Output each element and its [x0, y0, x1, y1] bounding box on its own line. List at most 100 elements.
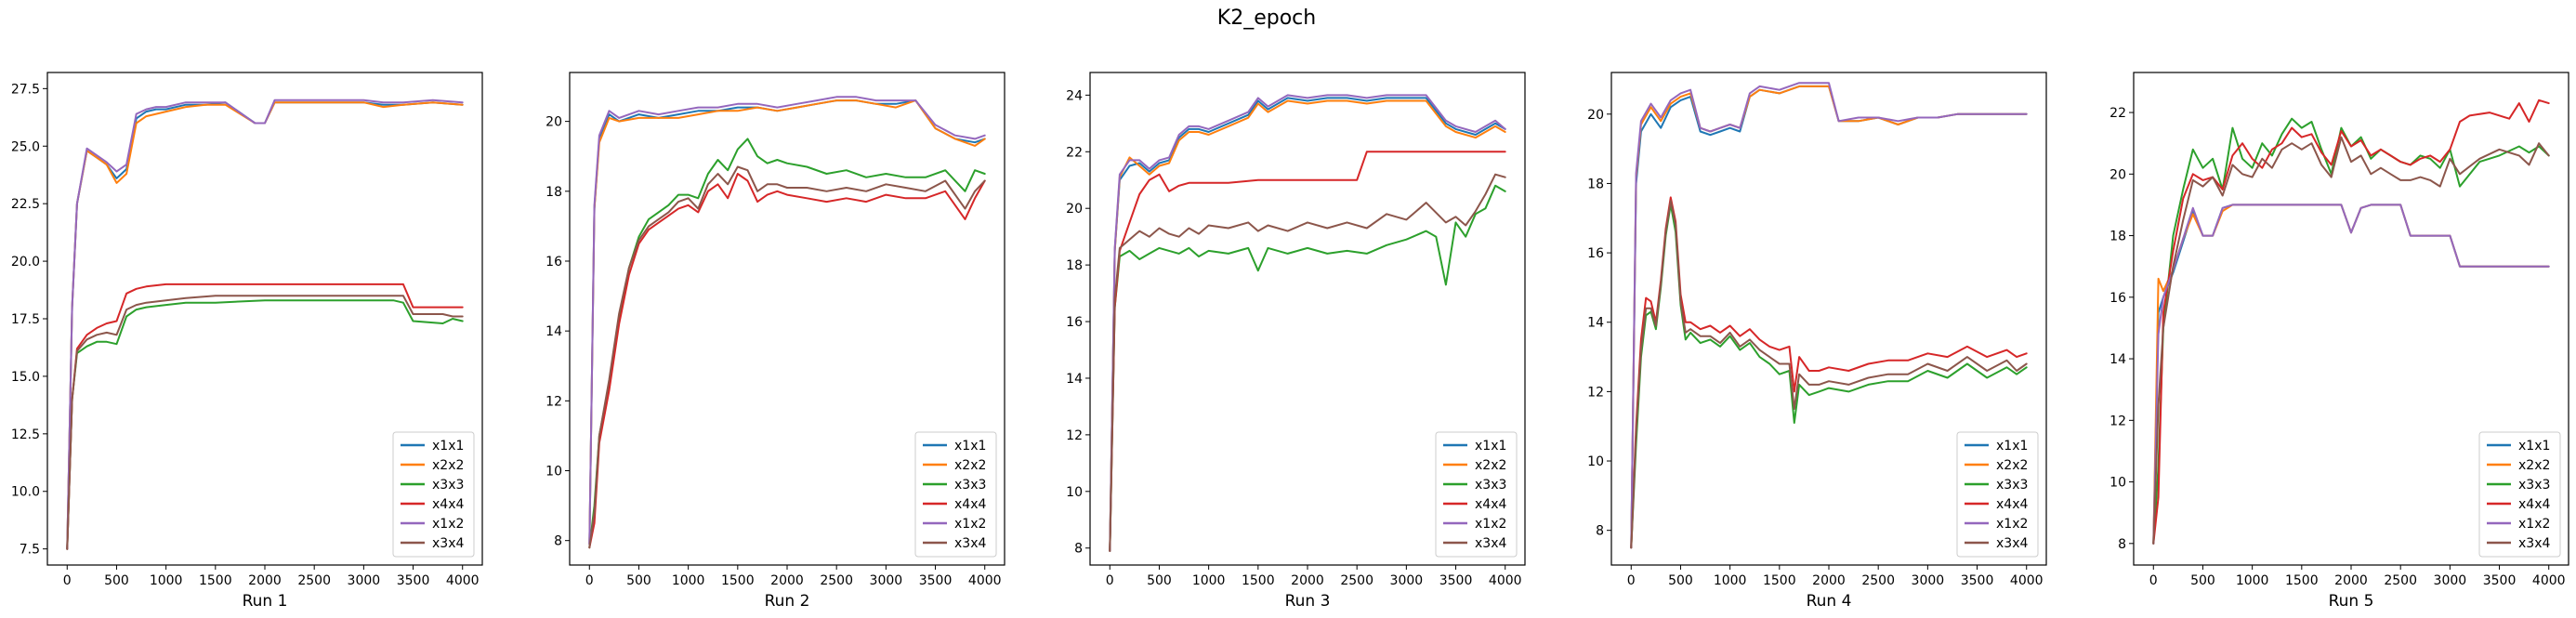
- x-tick-label: 2000: [1291, 573, 1324, 588]
- y-tick-label: 12: [545, 394, 562, 409]
- legend-label-x3x3: x3x3: [1475, 478, 1506, 493]
- series-lines: [588, 96, 986, 549]
- series-lines: [2152, 99, 2550, 545]
- y-tick-label: 8: [1596, 524, 1604, 539]
- x-tick-label: 1500: [1242, 573, 1275, 588]
- series-lines: [66, 99, 464, 550]
- legend-label-x3x4: x3x4: [954, 536, 986, 551]
- x-tick-label: 1000: [150, 573, 183, 588]
- x-tick-label: 1500: [1763, 573, 1796, 588]
- y-tick-label: 20: [1587, 108, 1604, 123]
- series-lines: [1630, 82, 2028, 549]
- x-tick-label: 500: [2190, 573, 2215, 588]
- x-tick-label: 0: [1106, 573, 1114, 588]
- legend-label-x3x3: x3x3: [432, 478, 464, 493]
- series-line-x3x4: [588, 165, 986, 549]
- legend-box: [392, 431, 475, 558]
- x-tick-label: 3500: [2483, 573, 2517, 588]
- x-tick-label: 1000: [2236, 573, 2269, 588]
- series-line-x1x2: [66, 99, 464, 550]
- x-tick-label: 2000: [248, 573, 282, 588]
- x-tick-label: 2500: [2384, 573, 2417, 588]
- series-lines: [1109, 94, 1506, 552]
- y-tick-label: 20: [545, 115, 562, 130]
- x-tick-label: 2500: [1340, 573, 1373, 588]
- x-axis-label: Run 5: [2329, 592, 2374, 611]
- x-tick-label: 1000: [1192, 573, 1226, 588]
- series-line-x3x4: [1109, 173, 1506, 552]
- series-line-x4x4: [2152, 99, 2550, 545]
- x-tick-label: 0: [63, 573, 72, 588]
- series-line-x3x4: [1630, 200, 2028, 549]
- series-line-x4x4: [66, 283, 464, 550]
- legend-label-x1x2: x1x2: [432, 517, 464, 532]
- series-line-x3x4: [66, 295, 464, 550]
- legend-label-x1x1: x1x1: [1996, 439, 2028, 454]
- x-tick-label: 1500: [199, 573, 232, 588]
- x-tick-label: 2500: [1861, 573, 1895, 588]
- x-tick-label: 1000: [672, 573, 705, 588]
- legend-box: [914, 431, 997, 558]
- legend: x1x1 x2x2 x3x3 x4x4 x1x2 x3x4: [1956, 431, 2039, 558]
- x-axis-label: Run 1: [243, 592, 288, 611]
- y-tick-label: 17.5: [11, 312, 40, 327]
- y-tick-label: 8: [2118, 537, 2126, 552]
- x-axis-label: Run 3: [1285, 592, 1331, 611]
- y-tick-label: 15.0: [11, 370, 40, 385]
- x-tick-label: 4000: [2010, 573, 2044, 588]
- y-tick-label: 8: [554, 534, 562, 549]
- legend-label-x3x4: x3x4: [1996, 536, 2028, 551]
- series-line-x1x2: [2152, 204, 2550, 545]
- legend: x1x1 x2x2 x3x3 x4x4 x1x2 x3x4: [2478, 431, 2561, 558]
- y-tick-label: 14: [2109, 352, 2126, 367]
- legend: x1x1 x2x2 x3x3 x4x4 x1x2 x3x4: [1435, 431, 1518, 558]
- x-tick-label: 3500: [1961, 573, 1994, 588]
- x-tick-label: 0: [2149, 573, 2158, 588]
- series-line-x1x1: [1109, 97, 1506, 552]
- legend-label-x4x4: x4x4: [954, 497, 986, 512]
- y-tick-label: 12.5: [11, 427, 40, 442]
- y-tick-label: 20: [2109, 167, 2126, 182]
- legend-label-x3x3: x3x3: [2518, 478, 2550, 493]
- y-tick-label: 18: [545, 185, 562, 200]
- subplot-2: 0 500 1000 1500 2000 2500 3000 3500 4000 8 10 12 14 1…: [545, 72, 1005, 611]
- y-tick-label: 10: [545, 465, 562, 480]
- x-tick-label: 2000: [1812, 573, 1846, 588]
- figure-title: K2_epoch: [1217, 7, 1316, 30]
- series-line-x4x4: [588, 173, 986, 549]
- x-tick-label: 3000: [1390, 573, 1424, 588]
- subplot-1: 0 500 1000 1500 2000 2500 3000 3500 4000 7.5 10.0 1…: [11, 72, 483, 611]
- y-tick-label: 10.0: [11, 485, 40, 500]
- legend-label-x4x4: x4x4: [432, 497, 464, 512]
- y-tick-label: 10: [1066, 485, 1083, 500]
- x-tick-label: 0: [1627, 573, 1636, 588]
- series-line-x4x4: [1109, 151, 1506, 552]
- legend-label-x1x1: x1x1: [1475, 439, 1506, 454]
- x-tick-label: 1500: [2285, 573, 2319, 588]
- legend-label-x1x1: x1x1: [954, 439, 986, 454]
- y-tick-label: 16: [545, 255, 562, 270]
- y-tick-label: 12: [2109, 414, 2126, 428]
- y-tick-label: 24: [1066, 88, 1083, 103]
- legend-label-x2x2: x2x2: [1475, 458, 1506, 473]
- y-tick-label: 14: [545, 324, 562, 339]
- y-tick-label: 10: [1587, 454, 1604, 469]
- y-tick-label: 7.5: [20, 543, 40, 558]
- y-tick-label: 18: [1587, 177, 1604, 191]
- legend-label-x3x4: x3x4: [432, 536, 464, 551]
- subplot-4: 0 500 1000 1500 2000 2500 3000 3500 4000 8 10 12 14 1…: [1587, 72, 2047, 611]
- legend-box: [1435, 431, 1518, 558]
- x-axis-label: Run 2: [765, 592, 810, 611]
- legend-box: [2478, 431, 2561, 558]
- subplot-3: 0 500 1000 1500 2000 2500 3000 3500 4000 8 10 12 14 1…: [1066, 72, 1526, 611]
- legend-box: [1956, 431, 2039, 558]
- y-tick-label: 12: [1587, 385, 1604, 400]
- x-tick-label: 4000: [1489, 573, 1522, 588]
- x-tick-label: 1500: [721, 573, 755, 588]
- y-tick-label: 22: [1066, 145, 1083, 160]
- series-line-x3x3: [66, 299, 464, 550]
- y-tick-label: 12: [1066, 428, 1083, 443]
- legend-label-x2x2: x2x2: [432, 458, 464, 473]
- legend-label-x1x1: x1x1: [2518, 439, 2550, 454]
